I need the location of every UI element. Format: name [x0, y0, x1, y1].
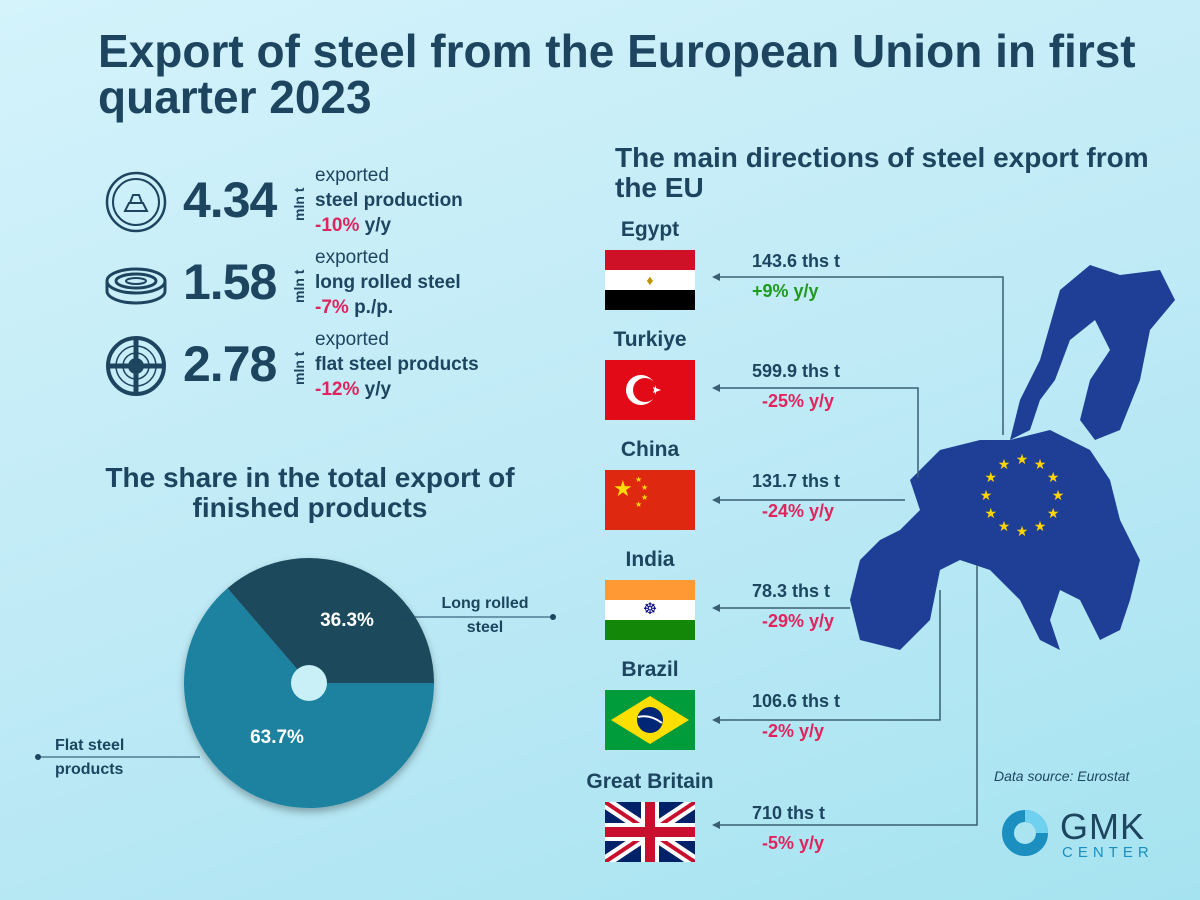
- eu-star-icon: ★: [985, 505, 998, 521]
- eu-star-icon: ★: [998, 456, 1011, 472]
- export-volume: 599.9 ths t: [752, 361, 841, 381]
- stat-value: 4.34: [183, 172, 277, 228]
- country-name: Brazil: [621, 658, 679, 681]
- stat-value: 2.78: [183, 336, 277, 392]
- country-name: Turkiye: [613, 328, 687, 351]
- steel-coil-icon: [105, 335, 167, 397]
- ingot-coin-icon: [105, 171, 167, 233]
- svg-text:★: ★: [635, 475, 642, 484]
- export-change: -24% y/y: [762, 501, 835, 521]
- eu-map: [850, 265, 1175, 650]
- stat-1: 1.58 mln t exported long rolled steel -7% …: [105, 245, 525, 323]
- pie-hole: [291, 665, 327, 701]
- export-change: -25% y/y: [762, 391, 835, 411]
- svg-text:★: ★: [635, 500, 642, 509]
- data-source: Data source: Eurostat: [994, 768, 1130, 784]
- svg-text:★: ★: [641, 493, 648, 502]
- flag-egypt-icon: ♦: [605, 250, 695, 310]
- eu-star-icon: ★: [1016, 523, 1029, 539]
- eu-star-icon: ★: [1034, 456, 1047, 472]
- eu-star-icon: ★: [985, 469, 998, 485]
- flag-china-icon: ★ ★ ★ ★ ★: [605, 470, 695, 530]
- wire-coil-icon: [105, 253, 167, 315]
- eu-star-icon: ★: [1034, 518, 1047, 534]
- eu-star-icon: ★: [1047, 469, 1060, 485]
- gmk-logo: GMK CENTER: [1000, 806, 1170, 866]
- flag-turkiye-icon: [605, 360, 695, 420]
- pie-slice-0: [227, 558, 434, 683]
- legend-flat-steel: Flat steel products: [55, 737, 125, 778]
- flag-india-icon: ☸: [605, 580, 695, 640]
- eu-star-icon: ★: [1016, 451, 1029, 467]
- export-change: +9% y/y: [752, 281, 819, 301]
- country-name: India: [625, 548, 675, 571]
- page-title: Export of steel from the European Union …: [98, 25, 1136, 123]
- pie-label-flat: 63.7%: [250, 727, 304, 748]
- share-title: The share in the total export of finishe…: [105, 462, 515, 523]
- export-volume: 143.6 ths t: [752, 251, 841, 271]
- export-arrows: [718, 276, 1004, 826]
- svg-text:★: ★: [613, 476, 633, 501]
- eu-star-icon: ★: [980, 487, 993, 503]
- export-volume: 106.6 ths t: [752, 691, 841, 711]
- stat-2: 2.78 mln t exported flat steel products -1…: [105, 327, 525, 405]
- stat-0: 4.34 mln t exported steel production -10% …: [105, 163, 525, 241]
- eu-star-icon: ★: [1052, 487, 1065, 503]
- export-change: -2% y/y: [762, 721, 825, 741]
- svg-text:★: ★: [641, 483, 648, 492]
- country-name: Great Britain: [586, 770, 714, 793]
- export-change: -5% y/y: [762, 833, 825, 853]
- export-change: -29% y/y: [762, 611, 835, 631]
- country-name: Egypt: [620, 218, 680, 241]
- directions-title: The main directions of steel export from…: [615, 142, 1149, 203]
- country-name: China: [620, 438, 680, 461]
- export-volume: 710 ths t: [752, 803, 826, 823]
- legend-long-rolled: Long rolled steel: [441, 595, 529, 636]
- eu-star-icon: ★: [1047, 505, 1060, 521]
- export-volume: 131.7 ths t: [752, 471, 841, 491]
- logo-ring-icon: [1002, 810, 1048, 856]
- flag-great-britain-icon: [605, 802, 695, 862]
- eu-star-icon: ★: [998, 518, 1011, 534]
- flag-brazil-icon: [605, 690, 695, 750]
- stat-value: 1.58: [183, 254, 277, 310]
- export-volume: 78.3 ths t: [752, 581, 831, 601]
- pie-label-long: 36.3%: [320, 610, 374, 631]
